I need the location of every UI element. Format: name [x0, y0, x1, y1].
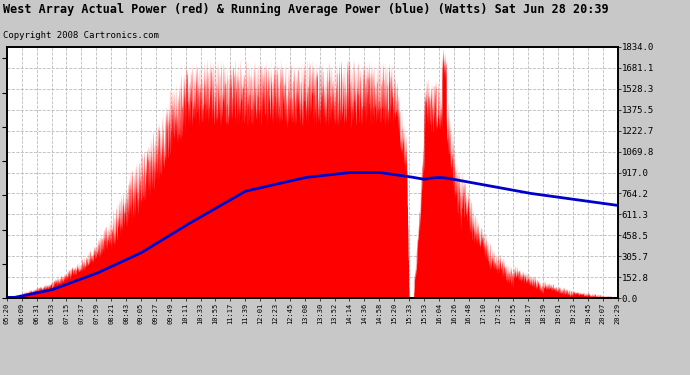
Text: West Array Actual Power (red) & Running Average Power (blue) (Watts) Sat Jun 28 : West Array Actual Power (red) & Running … [3, 3, 609, 16]
Text: Copyright 2008 Cartronics.com: Copyright 2008 Cartronics.com [3, 32, 159, 40]
